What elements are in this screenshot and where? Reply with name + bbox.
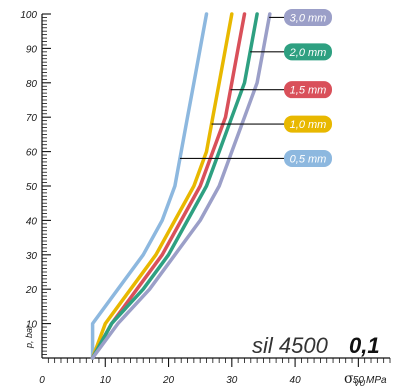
series-line-1 <box>90 12 234 360</box>
y-tick-label: 70 <box>26 113 38 124</box>
y-tick-label: 10 <box>26 320 38 331</box>
x-tick-label: 0 <box>39 375 45 386</box>
x-axis-unit: MPa <box>366 375 387 386</box>
y-tick-label: 60 <box>26 148 38 159</box>
y-tick-label: 90 <box>26 44 38 55</box>
series-label: 3,0 mm <box>290 12 327 24</box>
y-tick-label: 50 <box>26 182 38 193</box>
series-badge <box>284 43 332 61</box>
y-tick-label: 40 <box>26 216 38 227</box>
series-labels: 0,5 mm 1,0 mm 1,5 mm 2,0 mm 3,0 mm <box>179 8 332 167</box>
x-tick-labels: 0 10 20 30 40 50 <box>39 375 364 386</box>
x-tick-label: 30 <box>226 375 238 386</box>
y-tick-label: 80 <box>26 79 38 90</box>
series-badge <box>284 149 332 167</box>
y-tick-label: 30 <box>26 251 38 262</box>
series-line-2 <box>90 12 247 360</box>
x-tick-label: 10 <box>100 375 112 386</box>
product-label: sil 4500 <box>252 333 329 358</box>
x-tick-label: 40 <box>290 375 302 386</box>
series-line-3 <box>90 12 259 360</box>
series-label: 0,5 mm <box>290 153 327 165</box>
axis-ticks <box>42 13 391 367</box>
y-tick-labels: 10 20 30 40 50 60 70 80 90 100 <box>20 10 37 331</box>
coefficient-label: 0,1 <box>349 333 380 358</box>
x-axis-subscript: VU <box>354 379 365 388</box>
series-badge <box>284 81 332 99</box>
series-label: 1,5 mm <box>290 85 327 97</box>
series-badge <box>284 115 332 133</box>
series-line-4 <box>90 12 272 360</box>
series-label: 2,0 mm <box>289 47 327 59</box>
x-axis-title: σ VU MPa <box>344 371 387 388</box>
series-line-0 <box>90 12 209 360</box>
series-badge <box>284 8 332 26</box>
x-tick-label: 50 <box>353 375 365 386</box>
series-label: 1,0 mm <box>290 119 327 131</box>
y-axis-title: p, bar <box>24 324 34 349</box>
x-axis-symbol: σ <box>344 371 354 387</box>
y-tick-label: 20 <box>25 285 38 296</box>
series-layer <box>90 12 272 360</box>
x-tick-label: 20 <box>162 375 175 386</box>
y-tick-label: 100 <box>20 10 37 21</box>
